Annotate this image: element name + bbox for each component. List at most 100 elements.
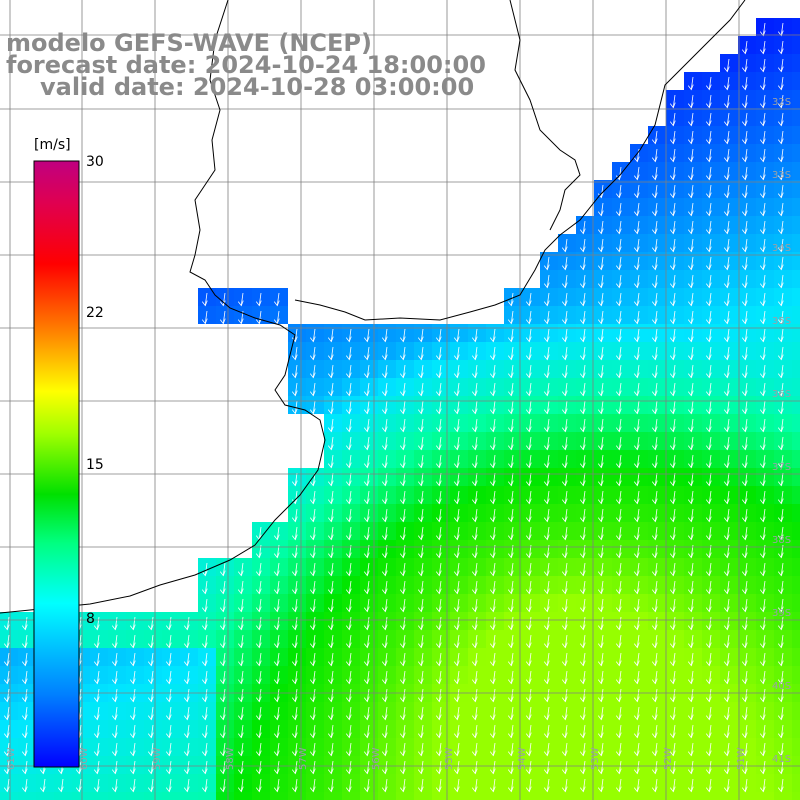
wind-arrow (345, 688, 352, 703)
wind-arrow (669, 472, 676, 487)
wind-arrow (471, 616, 478, 631)
wind-arrow (669, 220, 676, 235)
wind-arrow (777, 508, 784, 523)
field-cell (612, 540, 630, 558)
wind-arrow (705, 76, 712, 91)
wind-arrow (597, 652, 604, 667)
wind-arrow (309, 778, 316, 793)
wind-arrow (615, 562, 622, 577)
wind-arrow (579, 382, 586, 397)
wind-arrow (255, 562, 262, 577)
wind-arrow (399, 490, 406, 505)
wind-arrow (759, 490, 766, 505)
title-model: modelo GEFS-WAVE (NCEP) (6, 29, 372, 57)
wind-arrow (597, 562, 604, 577)
wind-arrow (651, 580, 658, 595)
field-cell (504, 630, 522, 648)
wind-arrow (507, 724, 514, 739)
field-cell (180, 612, 198, 630)
wind-arrow (723, 688, 730, 703)
wind-arrow (255, 742, 262, 757)
wind-arrow (687, 256, 694, 271)
wind-arrow (723, 202, 730, 217)
field-cell (378, 720, 396, 738)
wind-arrow (345, 346, 352, 361)
wind-arrow (579, 310, 586, 325)
wind-arrow (777, 634, 784, 649)
field-cell (576, 396, 594, 414)
wind-arrow (525, 778, 532, 793)
wind-arrow (579, 562, 586, 577)
wind-arrow (777, 238, 784, 253)
wind-arrow (201, 652, 208, 667)
wind-arrow (507, 688, 514, 703)
wind-arrow (363, 400, 370, 415)
field-cell (612, 612, 630, 630)
wind-arrow (651, 508, 658, 523)
wind-arrow (759, 310, 766, 325)
field-cell (288, 720, 306, 738)
field-cell (702, 414, 720, 432)
wind-arrow (471, 526, 478, 541)
wind-arrow (777, 598, 784, 613)
field-cell (126, 738, 144, 756)
wind-arrow (399, 328, 406, 343)
wind-arrow (669, 526, 676, 541)
wind-arrow (777, 382, 784, 397)
wind-arrow (705, 364, 712, 379)
field-cell (486, 324, 504, 342)
wind-arrow (759, 112, 766, 127)
wind-arrow (273, 310, 280, 325)
wind-arrow (489, 652, 496, 667)
wind-arrow (417, 760, 424, 775)
wind-arrow (543, 562, 550, 577)
field-cell (630, 324, 648, 342)
wind-arrow (201, 562, 208, 577)
field-cell (324, 522, 342, 540)
field-cell (558, 360, 576, 378)
wind-arrow (615, 346, 622, 361)
wind-arrow (75, 778, 82, 793)
field-cell (468, 378, 486, 396)
field-cell (396, 756, 414, 774)
field-cell (504, 720, 522, 738)
field-cell (522, 576, 540, 594)
field-cell (270, 720, 288, 738)
field-cell (378, 540, 396, 558)
wind-arrow (21, 742, 28, 757)
wind-arrow (669, 688, 676, 703)
field-cell (702, 198, 720, 216)
field-cell (594, 468, 612, 486)
field-cell (666, 666, 684, 684)
wind-arrow (615, 580, 622, 595)
wind-arrow (255, 310, 262, 325)
field-cell (720, 180, 738, 198)
field-cell (738, 612, 756, 630)
wind-arrow (561, 472, 568, 487)
field-cell (540, 486, 558, 504)
wind-arrow (777, 274, 784, 289)
wind-arrow (345, 508, 352, 523)
wind-arrow (669, 490, 676, 505)
wind-arrow (417, 616, 424, 631)
wind-arrow (273, 724, 280, 739)
wind-arrow (741, 724, 748, 739)
field-cell (324, 540, 342, 558)
wind-arrow (237, 742, 244, 757)
wind-arrow (327, 562, 334, 577)
wind-arrow (669, 598, 676, 613)
field-cell (486, 576, 504, 594)
field-cell (756, 432, 774, 450)
wind-arrow (507, 328, 514, 343)
field-cell (702, 738, 720, 756)
field-cell (576, 414, 594, 432)
field-cell (774, 288, 792, 306)
wind-arrow (777, 310, 784, 325)
field-cell (792, 234, 800, 252)
wind-arrow (399, 436, 406, 451)
wind-arrow (111, 742, 118, 757)
field-cell (342, 504, 360, 522)
field-cell (630, 666, 648, 684)
wind-arrow (453, 454, 460, 469)
